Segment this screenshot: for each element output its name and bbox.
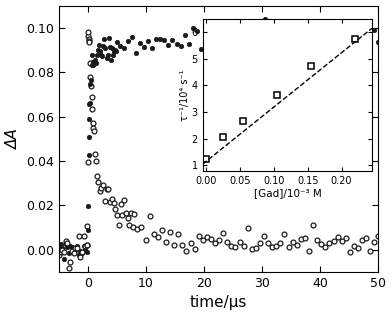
X-axis label: time/μs: time/μs: [190, 295, 247, 310]
Y-axis label: ΔA: ΔA: [5, 128, 20, 149]
